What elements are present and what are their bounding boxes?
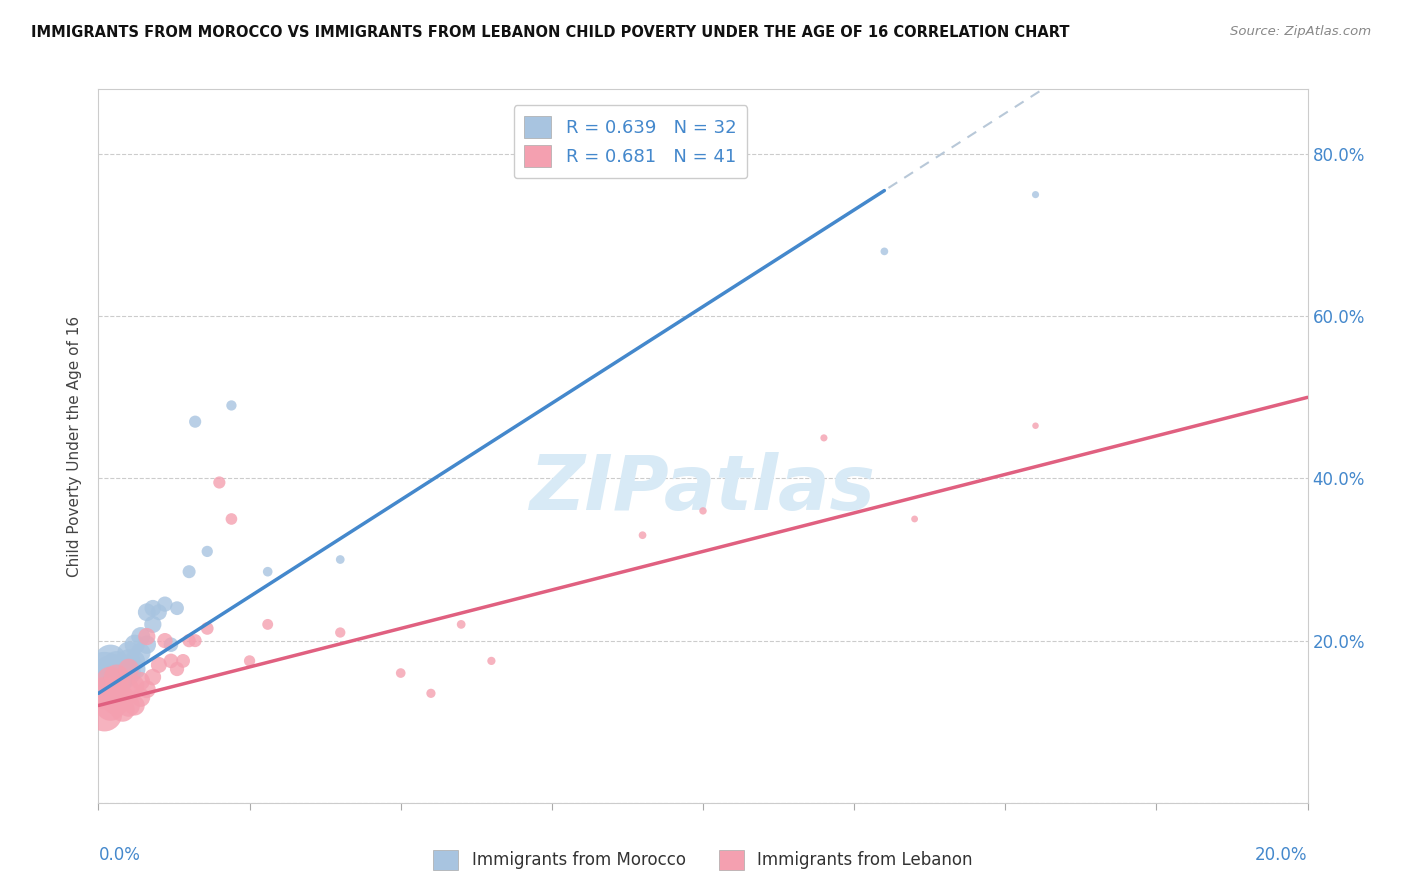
Point — [111, 666, 134, 681]
Point — [160, 638, 183, 652]
Point — [124, 654, 146, 668]
Point — [100, 666, 122, 681]
Point — [256, 565, 278, 579]
Point — [389, 666, 412, 681]
Point — [93, 706, 115, 721]
Point — [184, 633, 207, 648]
Point — [129, 674, 152, 689]
Point — [172, 654, 194, 668]
Point — [124, 638, 146, 652]
Point — [118, 654, 141, 668]
Point — [256, 617, 278, 632]
Point — [166, 662, 188, 676]
Point — [160, 654, 183, 668]
Point — [184, 415, 207, 429]
Point — [692, 504, 714, 518]
Legend: R = 0.639   N = 32, R = 0.681   N = 41: R = 0.639 N = 32, R = 0.681 N = 41 — [513, 105, 748, 178]
Point — [111, 702, 134, 716]
Point — [142, 617, 165, 632]
Point — [100, 698, 122, 713]
Point — [208, 475, 231, 490]
Point — [135, 605, 157, 619]
Point — [135, 682, 157, 697]
Point — [195, 544, 218, 558]
Point — [100, 654, 122, 668]
Point — [221, 399, 243, 413]
Point — [105, 662, 128, 676]
Point — [329, 625, 352, 640]
Point — [105, 694, 128, 708]
Point — [105, 682, 128, 697]
Point — [873, 244, 896, 259]
Point — [93, 670, 115, 684]
Point — [148, 605, 170, 619]
Point — [221, 512, 243, 526]
Point — [142, 601, 165, 615]
Point — [179, 565, 201, 579]
Point — [450, 617, 472, 632]
Point — [1024, 187, 1046, 202]
Point — [153, 633, 176, 648]
Point — [166, 601, 188, 615]
Point — [105, 657, 128, 672]
Point — [420, 686, 443, 700]
Point — [329, 552, 352, 566]
Point — [111, 670, 134, 684]
Point — [129, 646, 152, 660]
Point — [129, 690, 152, 705]
Point — [124, 678, 146, 692]
Point — [153, 597, 176, 611]
Point — [118, 682, 141, 697]
Point — [129, 630, 152, 644]
Text: 0.0%: 0.0% — [98, 846, 141, 863]
Point — [111, 690, 134, 705]
Text: Source: ZipAtlas.com: Source: ZipAtlas.com — [1230, 25, 1371, 38]
Text: 20.0%: 20.0% — [1256, 846, 1308, 863]
Point — [118, 698, 141, 713]
Point — [135, 638, 157, 652]
Point — [118, 662, 141, 676]
Point — [904, 512, 927, 526]
Point — [195, 622, 218, 636]
Point — [100, 674, 122, 689]
Point — [631, 528, 654, 542]
Point — [118, 646, 141, 660]
Y-axis label: Child Poverty Under the Age of 16: Child Poverty Under the Age of 16 — [67, 316, 83, 576]
Point — [124, 698, 146, 713]
Point — [239, 654, 262, 668]
Point — [813, 431, 835, 445]
Point — [148, 657, 170, 672]
Point — [105, 670, 128, 684]
Point — [124, 662, 146, 676]
Point — [93, 686, 115, 700]
Text: IMMIGRANTS FROM MOROCCO VS IMMIGRANTS FROM LEBANON CHILD POVERTY UNDER THE AGE O: IMMIGRANTS FROM MOROCCO VS IMMIGRANTS FR… — [31, 25, 1070, 40]
Point — [1024, 418, 1046, 433]
Point — [105, 674, 128, 689]
Point — [135, 630, 157, 644]
Legend: Immigrants from Morocco, Immigrants from Lebanon: Immigrants from Morocco, Immigrants from… — [426, 843, 980, 877]
Text: ZIPatlas: ZIPatlas — [530, 452, 876, 525]
Point — [142, 670, 165, 684]
Point — [118, 666, 141, 681]
Point — [179, 633, 201, 648]
Point — [481, 654, 503, 668]
